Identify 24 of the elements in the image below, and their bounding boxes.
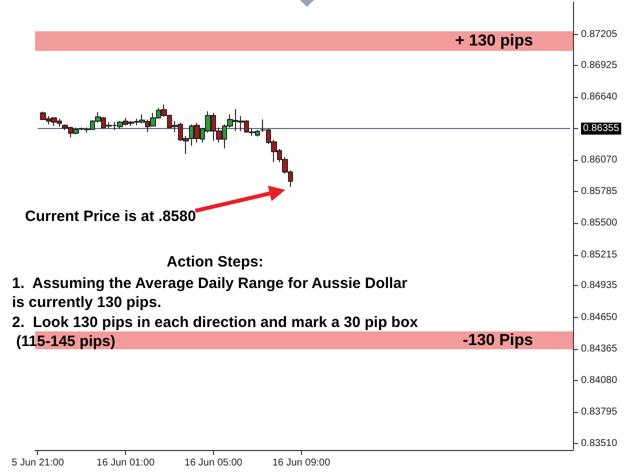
- annotation: 1. Assuming the Average Daily Range for Aussie Dollar is currently 130 pips.: [12, 275, 412, 311]
- y-tick-label: 0.86355: [583, 123, 620, 134]
- band-label: -130 Pips: [462, 332, 534, 349]
- y-tick-label: 0.85215: [581, 249, 618, 260]
- y-tick-label: 0.84080: [581, 374, 618, 386]
- y-tick-label: 0.85500: [581, 218, 618, 229]
- annotation: Action Steps:: [166, 254, 264, 270]
- x-tick-label: 5 Jun 21:00: [12, 458, 64, 468]
- annotation: 2. Look 130 pips in each direction and mark a 30 pip box (115-145 pips): [12, 314, 419, 350]
- x-tick-label: 16 Jun 09:00: [272, 458, 331, 468]
- y-tick-label: 0.84365: [581, 343, 618, 354]
- y-tick-label: 0.86070: [581, 154, 618, 166]
- band-label: + 130 pips: [455, 32, 534, 50]
- y-tick-label: 0.86640: [581, 92, 618, 103]
- y-tick-label: 0.83795: [581, 406, 618, 418]
- y-tick-label: 0.85785: [581, 186, 618, 198]
- y-tick-label: 0.86925: [581, 60, 618, 72]
- y-tick-label: 0.87205: [581, 29, 618, 40]
- x-tick-label: 16 Jun 01:00: [96, 458, 155, 468]
- y-tick-label: 0.84650: [581, 312, 618, 323]
- x-tick-label: 16 Jun 05:00: [184, 458, 243, 468]
- annotation: Current Price is at .8580: [25, 208, 196, 225]
- y-tick-label: 0.83510: [581, 438, 618, 449]
- y-tick-label: 0.84935: [581, 280, 618, 292]
